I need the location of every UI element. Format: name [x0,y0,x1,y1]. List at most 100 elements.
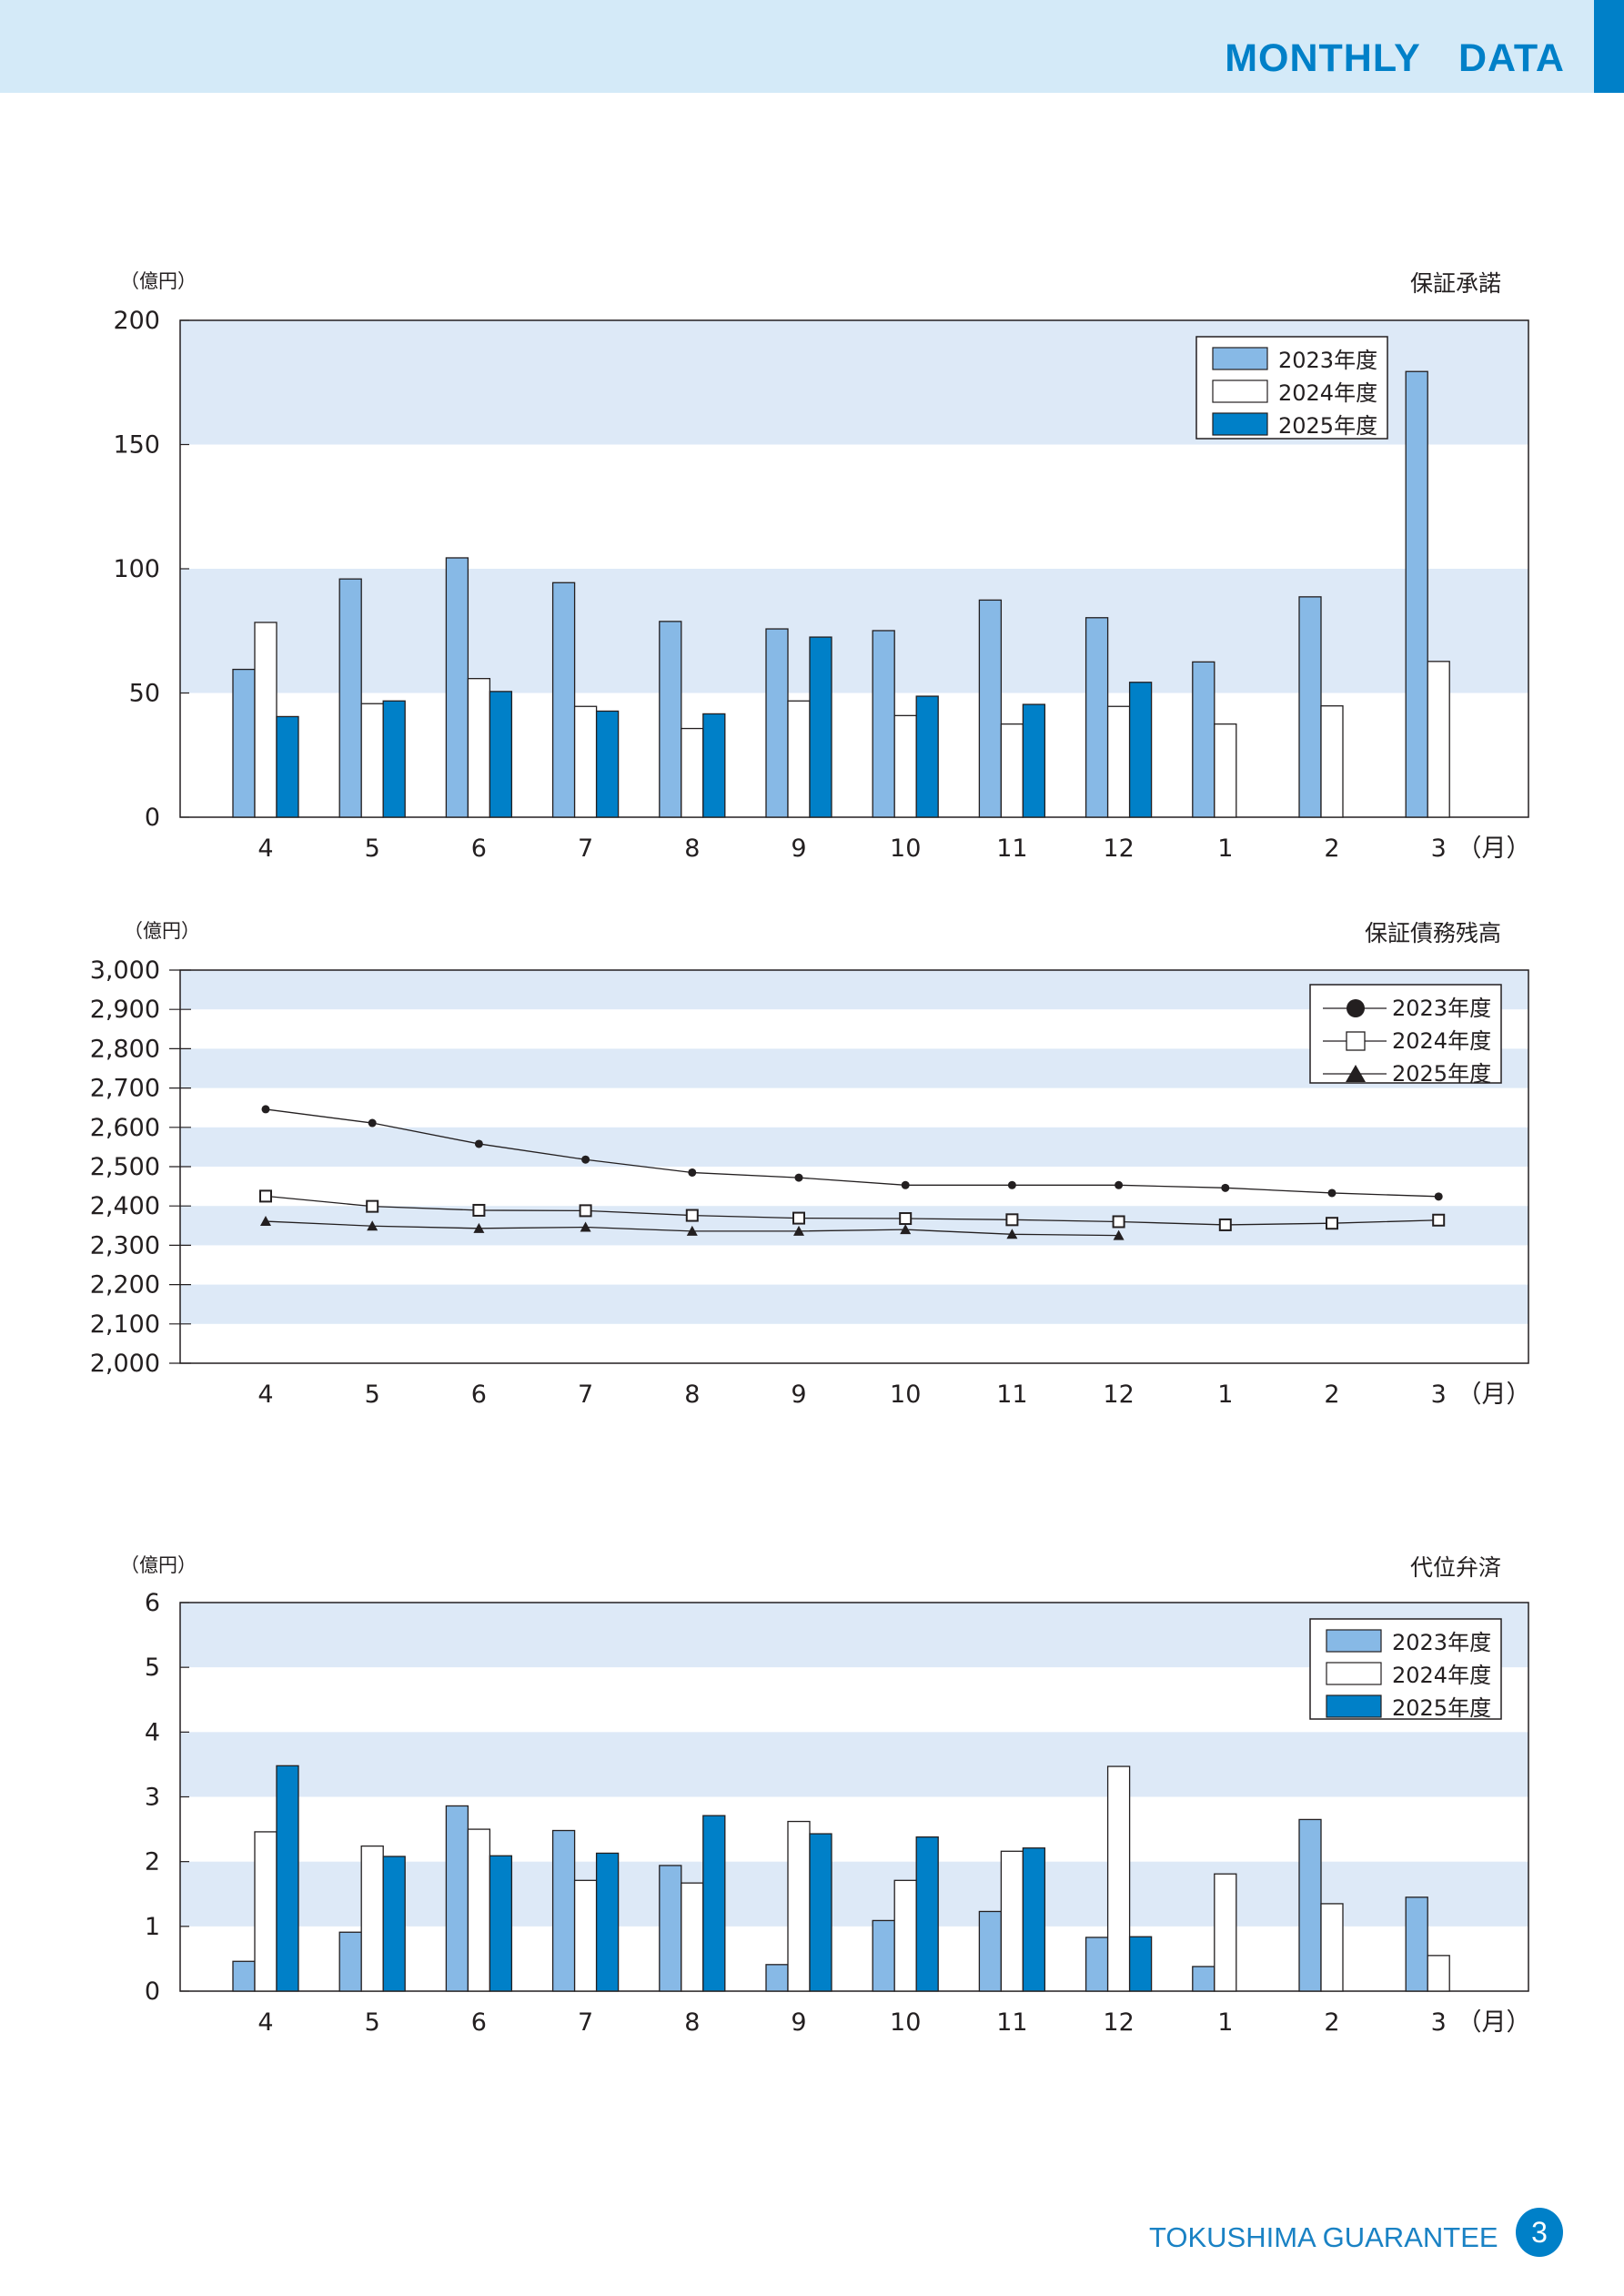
series-line-2024年度 [265,1195,1439,1226]
y-tick-label: 50 [129,680,160,708]
x-tick-label: 4 [257,1381,273,1409]
x-tick-label: 3 [1431,1381,1447,1409]
point-2024年度-3 [1432,1213,1446,1227]
point-2024年度-1 [1218,1218,1232,1231]
y-tick-label: 2,700 [90,1075,160,1103]
legend-swatch [1326,1629,1382,1653]
y-axis-unit: （億円） [124,920,200,942]
bar-2025年度-8 [702,1815,726,1992]
grid-band [180,1732,1528,1797]
point-2023年度-5 [368,1118,377,1128]
bar-2023年度-6 [445,557,469,818]
bar-2025年度-9 [809,1833,832,1992]
point-2024年度-10 [899,1212,913,1226]
bar-2025年度-6 [489,691,513,818]
legend-marker-square [1346,1031,1366,1051]
grid-band [180,1603,1528,1668]
chart-title: 保証債務残高 [1365,920,1501,946]
y-tick-label: 2,300 [90,1231,160,1259]
chart-title: 代位弁済 [1410,1554,1501,1581]
bar-2023年度-12 [1084,1937,1109,1992]
legend-label: 2024年度 [1278,380,1377,406]
x-tick-label: 12 [1103,1381,1134,1409]
x-tick-label: 11 [996,2008,1027,2037]
legend-label: 2023年度 [1278,348,1377,373]
y-tick-label: 1 [145,1913,160,1941]
point-2025年度-9 [793,1225,804,1236]
bar-2024年度-4 [254,622,277,818]
bar-2024年度-5 [360,703,384,818]
bar-2023年度-10 [872,630,895,818]
bar-2025年度-6 [489,1855,513,1992]
x-tick-label: 5 [365,2008,380,2037]
y-tick-label: 0 [145,804,160,832]
point-2025年度-7 [580,1221,591,1232]
x-tick-label: 8 [684,2008,700,2037]
point-2024年度-11 [1005,1213,1019,1227]
bar-2025年度-12 [1128,1936,1153,1992]
bar-2024年度-2 [1320,705,1344,818]
y-tick-label: 2,200 [90,1271,160,1300]
bar-2025年度-7 [595,1852,620,1992]
footer-brand: TOKUSHIMA GUARANTEE [1149,2221,1498,2253]
point-2024年度-12 [1112,1215,1125,1229]
bar-2023年度-4 [232,668,256,818]
legend-label: 2024年度 [1392,1028,1491,1054]
bar-2024年度-1 [1214,723,1237,818]
bar-2025年度-5 [382,700,406,818]
x-tick-label: 3 [1431,2008,1447,2037]
x-tick-label: 10 [890,2008,921,2037]
bar-2023年度-9 [765,628,789,818]
y-tick-label: 3 [145,1784,160,1812]
point-2025年度-8 [686,1225,698,1236]
point-2024年度-2 [1326,1217,1338,1230]
x-tick-label: 6 [471,2008,487,2037]
bar-2024年度-12 [1106,705,1131,818]
chart-legend: 2023年度 2024年度 2025年度 [1309,1618,1502,1721]
bar-2023年度-4 [232,1960,256,1992]
bar-2024年度-4 [254,1831,277,1992]
legend-label: 2024年度 [1392,1663,1491,1688]
y-tick-label: 2,100 [90,1310,160,1339]
bar-2023年度-2 [1298,1818,1322,1992]
bar-2024年度-7 [573,1879,598,1992]
bar-2024年度-8 [681,727,704,818]
x-tick-label: 3 [1431,834,1447,863]
bar-2023年度-5 [338,578,362,818]
point-2023年度-8 [688,1168,697,1177]
grid-band [180,1284,1528,1324]
point-2024年度-6 [472,1203,486,1217]
legend-label: 2023年度 [1392,996,1491,1021]
bar-2025年度-12 [1128,682,1153,818]
legend-label: 2023年度 [1392,1630,1491,1655]
x-tick-label: 1 [1217,834,1233,863]
point-2023年度-7 [581,1155,590,1164]
y-axis-unit: （億円） [120,270,197,292]
grid-band [180,1206,1528,1246]
x-tick-label: 8 [684,1381,700,1409]
x-tick-label: 1 [1217,1381,1233,1409]
bar-2025年度-4 [276,715,299,818]
point-2023年度-4 [261,1105,270,1114]
legend-swatch [1326,1694,1382,1718]
y-tick-label: 2,800 [90,1035,160,1063]
bar-2024年度-10 [893,714,917,818]
y-tick-label: 6 [145,1589,160,1617]
point-2023年度-3 [1434,1192,1443,1201]
y-axis-unit: （億円） [120,1554,197,1576]
legend-box [1309,984,1502,1084]
guarantee-balance-chart: 2,000 2,100 2,200 2,300 2,400 2,500 2,600 2,700… [90,920,1531,1409]
y-tick-label: 100 [113,555,160,583]
bar-2024年度-9 [787,700,811,818]
bar-2024年度-11 [1000,723,1024,818]
bar-2023年度-8 [659,1865,682,1992]
y-tick-label: 5 [145,1654,160,1682]
legend-swatch [1212,347,1268,370]
grid-band [180,1127,1528,1167]
chart-legend: 2023年度 2024年度 2025年度 [1309,984,1502,1087]
point-2023年度-10 [901,1180,910,1189]
bar-2023年度-1 [1192,1966,1215,1992]
bar-2025年度-11 [1022,703,1046,818]
point-2025年度-10 [900,1224,912,1235]
